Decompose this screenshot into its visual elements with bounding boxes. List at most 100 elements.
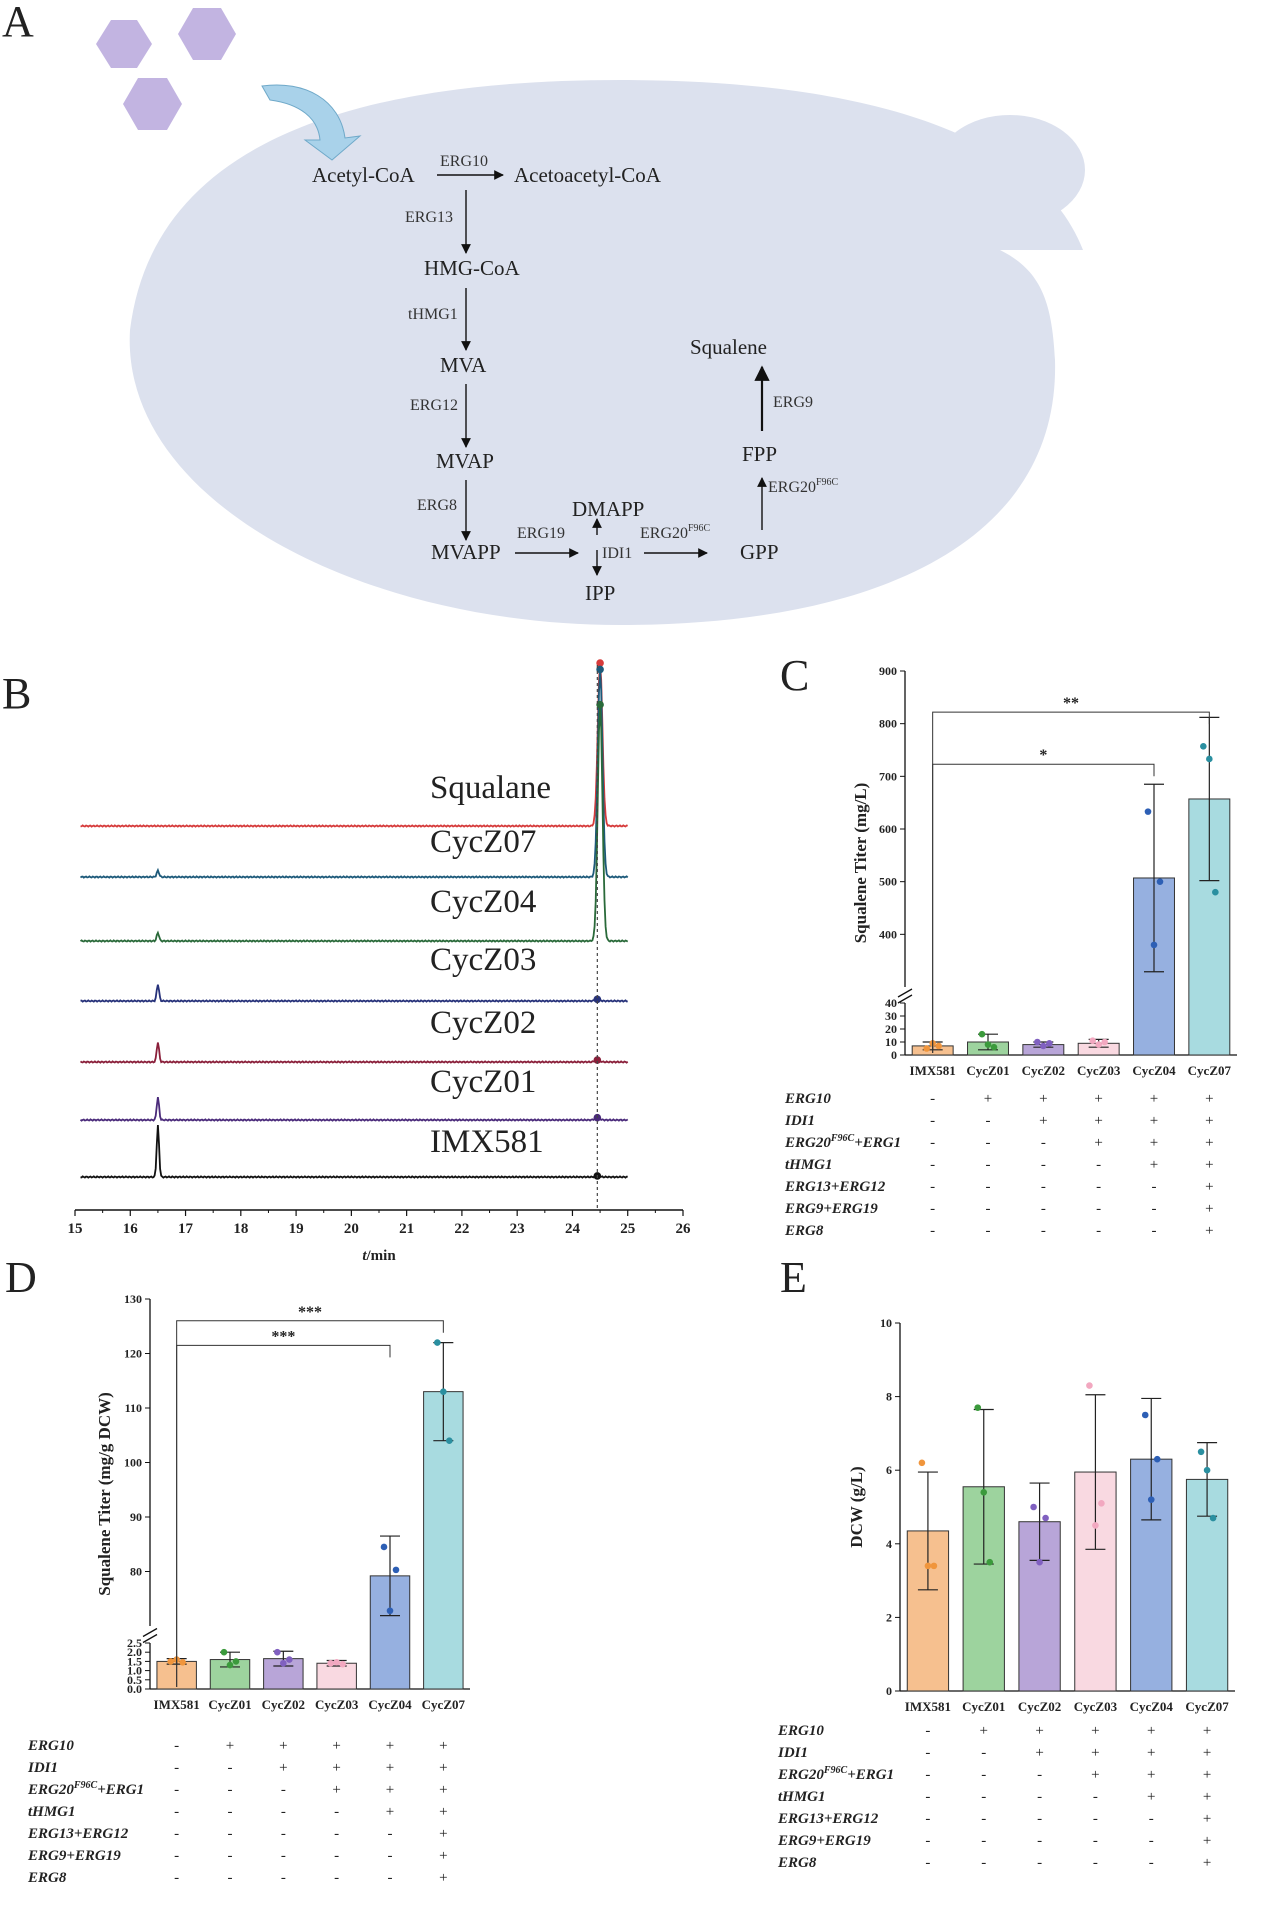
significance-label: *** [271,1328,295,1345]
data-point [1101,1038,1108,1046]
genotype-sign: + [1150,1135,1158,1151]
genotype-sign: - [228,1782,233,1798]
data-point [1153,1455,1161,1463]
x-tick-label: 26 [676,1221,692,1237]
uptake-arrow-icon [261,84,362,161]
gene-label: ERG10 [784,1091,831,1107]
y-tick-label: 10 [880,1316,892,1330]
data-point [280,1659,287,1667]
genotype-sign: + [1203,1833,1211,1849]
met-acetyl-coa: Acetyl-CoA [312,163,415,187]
genotype-sign: - [986,1113,991,1129]
genotype-sign: - [1037,1789,1042,1805]
genotype-sign: + [1203,1855,1211,1871]
genotype-sign: + [439,1760,447,1776]
genotype-sign: - [1041,1223,1046,1239]
x-axis-label: t/min [362,1248,396,1264]
data-point [978,1030,986,1038]
met-dmapp: DMAPP [572,497,644,521]
axis-break-mark [142,1627,158,1638]
data-point [1200,743,1207,750]
genotype-sign: - [1149,1855,1154,1871]
genotype-sign: + [439,1804,447,1820]
genotype-sign: + [1203,1745,1211,1761]
genotype-sign: + [1205,1135,1213,1151]
met-squalene: Squalene [690,335,767,359]
gene-label: ERG10 [27,1738,74,1754]
enzyme-erg12: ERG12 [410,397,458,414]
data-point [986,1558,994,1566]
gene-label: IDI1 [27,1760,58,1776]
data-point [1150,941,1158,949]
genotype-sign: - [925,1767,930,1783]
genotype-sign: - [1149,1833,1154,1849]
significance-bracket [932,763,1155,1053]
genotype-sign: + [1150,1157,1158,1173]
genotype-sign: - [174,1804,179,1820]
genotype-sign: + [1147,1767,1155,1783]
genotype-sign: - [334,1870,339,1886]
x-tick-label: 22 [454,1221,469,1237]
data-point [1197,1448,1205,1456]
genotype-sign: - [925,1833,930,1849]
genotype-sign: - [1041,1201,1046,1217]
chromatogram-trace-cycz03 [80,984,628,1003]
genotype-sign: - [981,1745,986,1761]
data-point [327,1659,334,1667]
data-point [1156,878,1164,885]
genotype-sign: + [1203,1767,1211,1783]
data-point [392,1566,400,1574]
category-label: CycZ02 [1018,1699,1061,1714]
genotype-sign: - [1096,1157,1101,1173]
gene-label: ERG9+ERG19 [27,1848,121,1864]
category-label: IMX581 [154,1697,200,1712]
significance-label: *** [298,1304,322,1321]
genotype-sign: + [386,1760,394,1776]
x-tick-label: 20 [344,1221,359,1237]
y-tick-label: 0.0 [127,1682,142,1696]
y-tick-label: 8 [886,1390,892,1404]
data-point [1086,1382,1093,1389]
y-tick-label: 4 [886,1537,892,1551]
data-point [179,1659,186,1666]
data-point [1040,1042,1047,1050]
category-label: CycZ02 [262,1697,305,1712]
chromatogram-trace-cycz02 [79,1042,629,1064]
y-tick-label: 10 [885,1035,897,1049]
genotype-sign: - [981,1767,986,1783]
enzyme-idi1: IDI1 [602,545,632,562]
genotype-sign: - [1096,1223,1101,1239]
genotype-sign: + [1203,1723,1211,1739]
data-point [339,1660,346,1668]
bar-cycz03 [316,1662,357,1690]
axis-break-mark [897,988,913,998]
genotype-sign: + [332,1760,340,1776]
significance-bracket [932,711,1210,1053]
y-tick-label: 6 [886,1463,892,1477]
genotype-sign: - [228,1826,233,1842]
y-tick-label: 80 [130,1565,142,1579]
met-mva: MVA [440,353,487,377]
category-label: CycZ01 [966,1063,1009,1078]
data-point [440,1388,447,1395]
y-tick-label: 400 [879,927,897,941]
x-tick-label: 25 [620,1221,635,1237]
met-fpp: FPP [742,442,777,466]
x-tick-label: 23 [510,1221,525,1237]
genotype-sign: - [1093,1789,1098,1805]
genotype-sign: + [386,1738,394,1754]
gene-label: IDI1 [784,1113,815,1129]
genotype-sign: + [332,1738,340,1754]
enzyme-erg13: ERG13 [405,209,453,226]
genotype-sign: + [1091,1745,1099,1761]
yeast-bud [935,115,1085,225]
genotype-sign: - [986,1157,991,1173]
genotype-sign: - [281,1782,286,1798]
genotype-sign: - [986,1223,991,1239]
gene-label: ERG13+ERG12 [777,1811,879,1827]
significance-label: ** [1063,695,1079,712]
genotype-sign: - [930,1223,935,1239]
gene-label: IDI1 [777,1745,808,1761]
data-point [935,1042,942,1050]
pathway-diagram: Acetyl-CoA ERG10 Acetoacetyl-CoA ERG13 H… [96,8,1085,625]
